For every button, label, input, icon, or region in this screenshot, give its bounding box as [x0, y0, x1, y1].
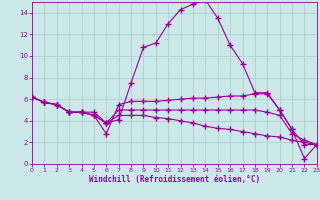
- X-axis label: Windchill (Refroidissement éolien,°C): Windchill (Refroidissement éolien,°C): [89, 175, 260, 184]
